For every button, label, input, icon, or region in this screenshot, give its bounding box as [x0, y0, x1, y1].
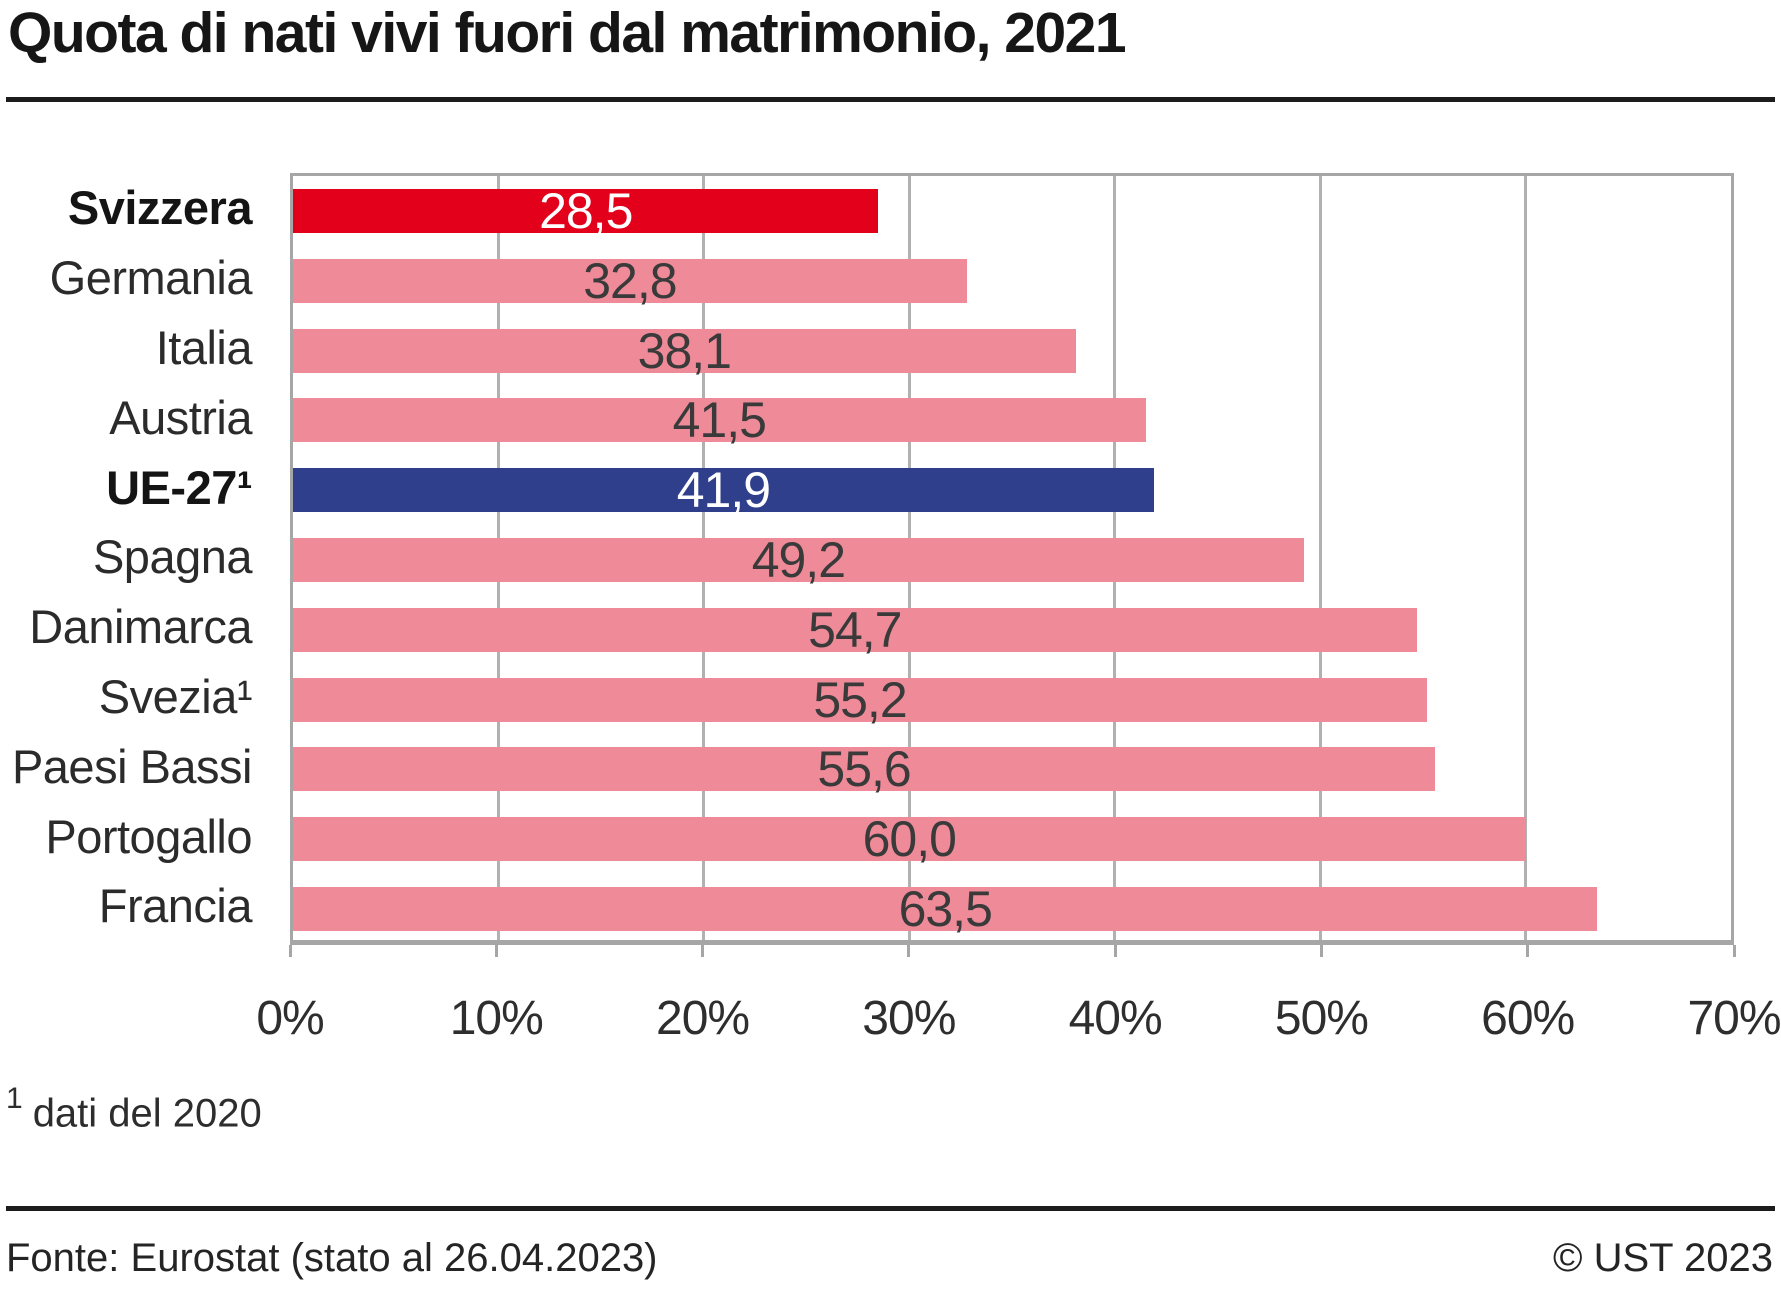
category-label: Svizzera [67, 181, 253, 235]
x-tick [1732, 945, 1736, 957]
x-tick-label: 10% [449, 992, 544, 1045]
category-label: UE-27¹ [106, 460, 252, 514]
x-tick-label: 70% [1687, 992, 1781, 1045]
x-tick-label: 60% [1481, 992, 1575, 1045]
bar-value-label: 49,2 [751, 532, 846, 588]
bar: 63,5 [293, 881, 1598, 937]
bar: 54,7 [293, 602, 1417, 658]
bar-value-label: 32,8 [583, 252, 677, 309]
x-tick [1526, 945, 1530, 957]
title-divider [6, 97, 1775, 102]
x-tick [288, 945, 292, 957]
bar: 38,1 [293, 323, 1076, 379]
x-tick-label: 30% [862, 992, 956, 1045]
page-title: Quota di nati vivi fuori dal matrimonio,… [8, 1, 1127, 65]
bar: 41,5 [293, 392, 1146, 448]
bar: 32,8 [293, 253, 967, 309]
category-label: Germania [49, 251, 253, 305]
bar: 55,2 [293, 672, 1427, 728]
bar: 55,6 [293, 741, 1436, 797]
category-label: Svezia¹ [98, 669, 253, 723]
plot-area: 28,5 32,8 38,1 41,5 41,9 49,2 54,7 55,2 55,6 60,0… [290, 173, 1734, 945]
bar-value-label: 60,0 [862, 811, 957, 868]
bar-value-label: 38,1 [637, 322, 732, 379]
footnote: 1 dati del 2020 [6, 1082, 262, 1136]
bar-value-label: 55,6 [817, 741, 911, 798]
x-tick-label: 50% [1274, 992, 1369, 1045]
footnote-marker: 1 [6, 1082, 23, 1115]
x-tick-label: 20% [656, 992, 750, 1045]
footnote-text: dati del 2020 [32, 1091, 262, 1136]
x-tick [701, 945, 705, 957]
bar: 60,0 [293, 811, 1526, 867]
x-tick [1113, 945, 1117, 957]
bar-value-label: 55,2 [813, 671, 907, 728]
category-label: Danimarca [29, 600, 252, 654]
gridline [1524, 176, 1528, 940]
category-label: Spagna [92, 530, 253, 584]
bar: 49,2 [293, 532, 1304, 588]
category-label: Austria [109, 390, 252, 444]
category-label: Francia [98, 879, 253, 933]
x-axis: 0% 10% 20% 30% 40% 50% 60% 70% [256, 945, 1781, 1045]
bar-value-label: 28,5 [539, 183, 633, 239]
bars: 28,5 32,8 38,1 41,5 41,9 49,2 54,7 55,2 55,6 60,0… [293, 176, 1731, 940]
category-labels: Svizzera Germania Italia Austria UE-27¹ Spagn… [0, 173, 253, 945]
bar-value-label: 41,9 [676, 462, 771, 519]
x-tick [907, 945, 911, 957]
gridline [1318, 176, 1322, 940]
x-tick-label: 40% [1068, 992, 1163, 1045]
category-label: Italia [155, 320, 253, 374]
bar-value-label: 41,5 [672, 392, 767, 449]
footer-divider [6, 1206, 1775, 1211]
bar-value-label: 54,7 [808, 601, 902, 658]
x-tick [1319, 945, 1323, 957]
x-tick [494, 945, 498, 957]
copyright-text: © UST 2023 [1553, 1236, 1773, 1280]
source-text: Fonte: Eurostat (stato al 26.04.2023) [6, 1236, 658, 1280]
category-label: Paesi Bassi [11, 739, 253, 793]
bar: 28,5 [293, 183, 879, 239]
category-label: Portogallo [45, 809, 252, 863]
bar-value-label: 63,5 [898, 881, 993, 937]
bar: 41,9 [293, 462, 1154, 518]
x-tick-label: 0% [256, 992, 324, 1045]
